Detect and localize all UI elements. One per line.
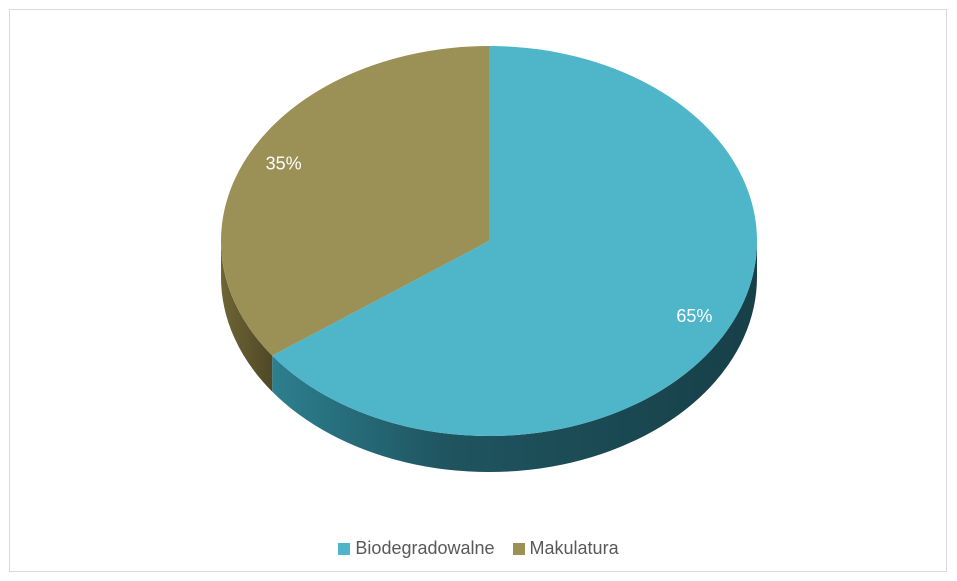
pie-side-makulatura <box>221 241 273 392</box>
legend-item-makulatura: Makulatura <box>512 538 619 559</box>
data-label-makulatura: 35% <box>266 154 302 174</box>
legend-swatch-makulatura <box>512 542 525 555</box>
chart-legend: Biodegradowalne Makulatura <box>0 538 957 559</box>
pie-slice-biodegradowalne <box>272 46 758 437</box>
pie-top-layer <box>220 46 758 437</box>
legend-label-makulatura: Makulatura <box>529 538 619 558</box>
legend-label-biodegradowalne: Biodegradowalne <box>355 538 495 558</box>
data-label-biodegradowalne: 65% <box>676 306 712 326</box>
legend-item-biodegradowalne: Biodegradowalne <box>338 538 495 559</box>
legend-swatch-biodegradowalne <box>338 542 351 555</box>
pie-side-layer <box>221 241 757 472</box>
pie-slice-makulatura <box>220 46 489 356</box>
pie-side-biodegradowalne <box>272 241 757 472</box>
pie-label-layer: 65% 35% <box>266 154 713 326</box>
